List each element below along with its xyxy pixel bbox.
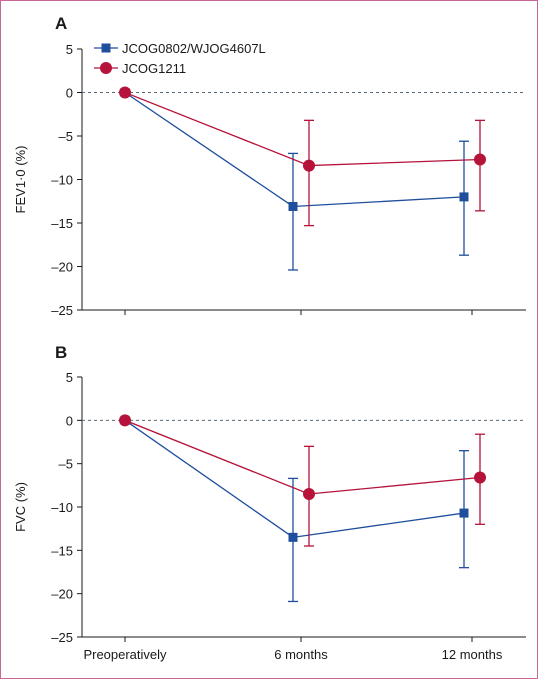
y-tick-label: –25 [51, 303, 73, 318]
data-point [119, 414, 131, 427]
data-point [288, 201, 298, 211]
data-point [119, 86, 131, 99]
data-point [303, 159, 315, 172]
data-point [459, 508, 469, 518]
data-point [303, 488, 315, 500]
data-point [474, 153, 486, 166]
y-tick-label: –20 [51, 260, 73, 275]
y-tick-label: –20 [51, 587, 73, 602]
y-tick-label: 5 [66, 42, 73, 57]
y-tick-label: 0 [66, 86, 73, 101]
data-point [474, 471, 486, 484]
y-tick-label: –25 [51, 630, 73, 645]
panel-label-b: B [55, 343, 67, 362]
x-tick-label: 6 months [274, 647, 328, 662]
panel-label-a: A [55, 14, 67, 33]
data-point [288, 532, 298, 542]
y-tick-label: –5 [59, 457, 73, 472]
y-axis-title: FEV1·0 (%) [13, 146, 28, 214]
legend-marker [100, 62, 112, 74]
y-tick-label: 0 [66, 413, 73, 428]
x-tick-label: Preoperatively [83, 647, 167, 662]
y-tick-label: –10 [51, 173, 73, 188]
y-tick-label: 5 [66, 370, 73, 385]
y-tick-label: –15 [51, 543, 73, 558]
y-axis-title: FVC (%) [13, 482, 28, 532]
legend-label: JCOG0802/WJOG4607L [122, 41, 266, 56]
legend-marker [101, 43, 111, 53]
x-tick-label: 12 months [442, 647, 503, 662]
data-point [459, 192, 469, 202]
series-line [124, 91, 465, 208]
y-tick-label: –10 [51, 500, 73, 515]
legend-label: JCOG1211 [122, 61, 186, 76]
y-tick-label: –5 [59, 129, 73, 144]
y-tick-label: –15 [51, 216, 73, 231]
